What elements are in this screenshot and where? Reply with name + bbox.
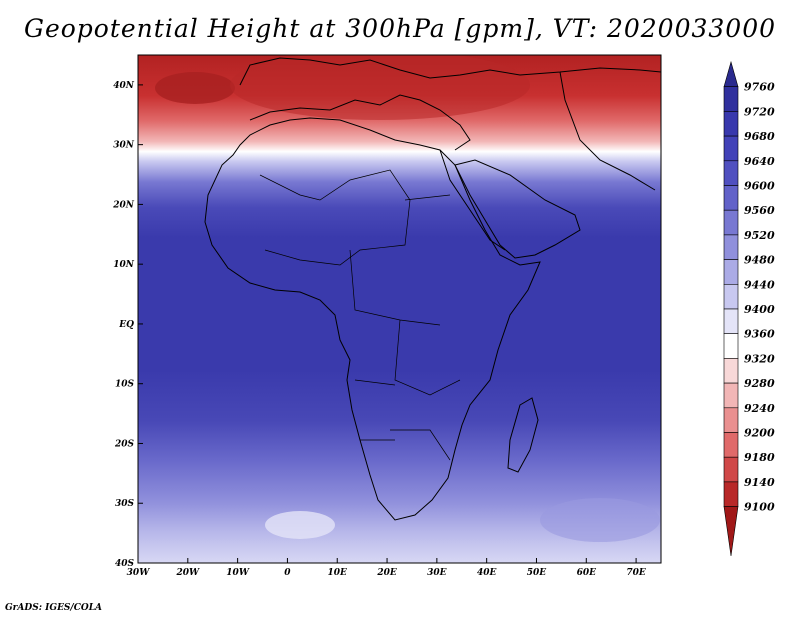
colorbar-label: 9520 bbox=[744, 229, 775, 242]
med-outline bbox=[249, 94, 471, 151]
colorbar-swatch bbox=[723, 506, 739, 557]
africa-outline bbox=[204, 117, 541, 521]
red-sea-outline bbox=[439, 149, 506, 251]
lon-tick-label: 10E bbox=[328, 568, 348, 578]
borders bbox=[259, 169, 461, 461]
colorbar-swatch bbox=[723, 185, 739, 211]
colorbar-label: 9640 bbox=[744, 155, 775, 168]
colorbar-swatch bbox=[723, 259, 739, 285]
lon-tick-label: 40E bbox=[477, 568, 497, 578]
colorbar-swatch bbox=[723, 456, 739, 483]
lat-tick-label: 20N bbox=[112, 200, 135, 210]
high-core-med bbox=[230, 55, 530, 120]
lon-tick-label: 30W bbox=[127, 568, 151, 578]
colorbar-label: 9140 bbox=[744, 476, 775, 489]
colorbar-swatch bbox=[723, 283, 739, 310]
lat-tick-label: 30S bbox=[115, 499, 135, 509]
europe-outline bbox=[239, 57, 661, 86]
lon-tick-label: 20E bbox=[376, 568, 397, 578]
lon-tick-label: 0 bbox=[284, 568, 291, 578]
southern-light-blob bbox=[265, 511, 335, 539]
lon-tick-label: 30E bbox=[427, 568, 447, 578]
colorbar-label: 9180 bbox=[744, 451, 775, 464]
lon-tick-label: 20W bbox=[175, 568, 200, 578]
colorbar: 9760 9720 9680 9640 9600 9560 9520 9480 9440 9400… bbox=[723, 60, 775, 557]
colorbar-swatch bbox=[723, 407, 739, 433]
colorbar-label: 9440 bbox=[744, 278, 775, 291]
arabia-outline bbox=[454, 159, 581, 259]
colorbar-label: 9720 bbox=[744, 105, 775, 118]
plot-frame bbox=[137, 54, 662, 564]
colorbar-label: 9100 bbox=[744, 501, 775, 514]
colorbar-swatch bbox=[723, 308, 739, 335]
colorbar-swatch bbox=[723, 333, 739, 359]
lat-tick-label: 20S bbox=[114, 439, 135, 449]
colorbar-label: 9600 bbox=[744, 180, 775, 193]
footer-credit: GrADS: IGES/COLA bbox=[5, 603, 103, 613]
map-title: Geopotential Height at 300hPa [gpm], VT:… bbox=[23, 14, 777, 43]
colorbar-swatch bbox=[723, 432, 739, 458]
lon-axis: 30W 20W 10W 0 10E 20E 30E 40E 50E 60E 70E bbox=[127, 558, 646, 578]
colorbar-swatch bbox=[723, 234, 739, 260]
colorbar-label: 9480 bbox=[744, 254, 775, 267]
colorbar-swatch bbox=[723, 135, 739, 162]
colorbar-label: 9360 bbox=[744, 328, 775, 341]
lon-tick-label: 50E bbox=[527, 568, 547, 578]
madagascar-outline bbox=[507, 397, 539, 473]
lat-axis: 40N 30N 20N 10N EQ 10S 20S 30S 40S bbox=[112, 81, 143, 569]
colorbar-swatch bbox=[723, 209, 739, 236]
lat-tick-label: 30N bbox=[113, 141, 135, 151]
colorbar-label: 9200 bbox=[744, 427, 775, 440]
colorbar-label: 9560 bbox=[744, 204, 775, 217]
colorbar-label: 9320 bbox=[744, 352, 775, 365]
colorbar-swatch bbox=[723, 160, 739, 186]
lon-tick-label: 60E bbox=[577, 568, 597, 578]
high-core-atlantic bbox=[155, 72, 235, 104]
lat-tick-label: 40S bbox=[115, 559, 135, 569]
height-map: 40N 30N 20N 10N EQ 10S 20S 30S 40S 30W 20W 10W 0 10E… bbox=[112, 54, 775, 578]
colorbar-swatch bbox=[723, 358, 739, 384]
lon-tick-label: 10W bbox=[226, 568, 250, 578]
colorbar-label: 9680 bbox=[744, 130, 775, 143]
colorbar-swatch bbox=[723, 111, 739, 137]
colorbar-swatch bbox=[723, 382, 739, 409]
lat-tick-label: EQ bbox=[118, 320, 134, 330]
colorbar-swatch bbox=[723, 60, 739, 87]
lat-tick-label: 40N bbox=[113, 81, 135, 91]
southern-light-blob-2 bbox=[540, 498, 660, 542]
colorbar-label: 9400 bbox=[744, 303, 775, 316]
colorbar-label: 9760 bbox=[744, 81, 775, 94]
colorbar-label: 9240 bbox=[744, 402, 775, 415]
lat-tick-label: 10S bbox=[115, 380, 135, 390]
lat-tick-label: 10N bbox=[113, 260, 135, 270]
coastlines bbox=[204, 57, 661, 521]
colorbar-swatch bbox=[723, 481, 739, 507]
caspian-persian-outline bbox=[559, 71, 656, 191]
height-field bbox=[138, 55, 661, 563]
colorbar-label: 9280 bbox=[744, 377, 775, 390]
colorbar-swatch bbox=[723, 86, 739, 112]
lon-tick-label: 70E bbox=[626, 568, 646, 578]
